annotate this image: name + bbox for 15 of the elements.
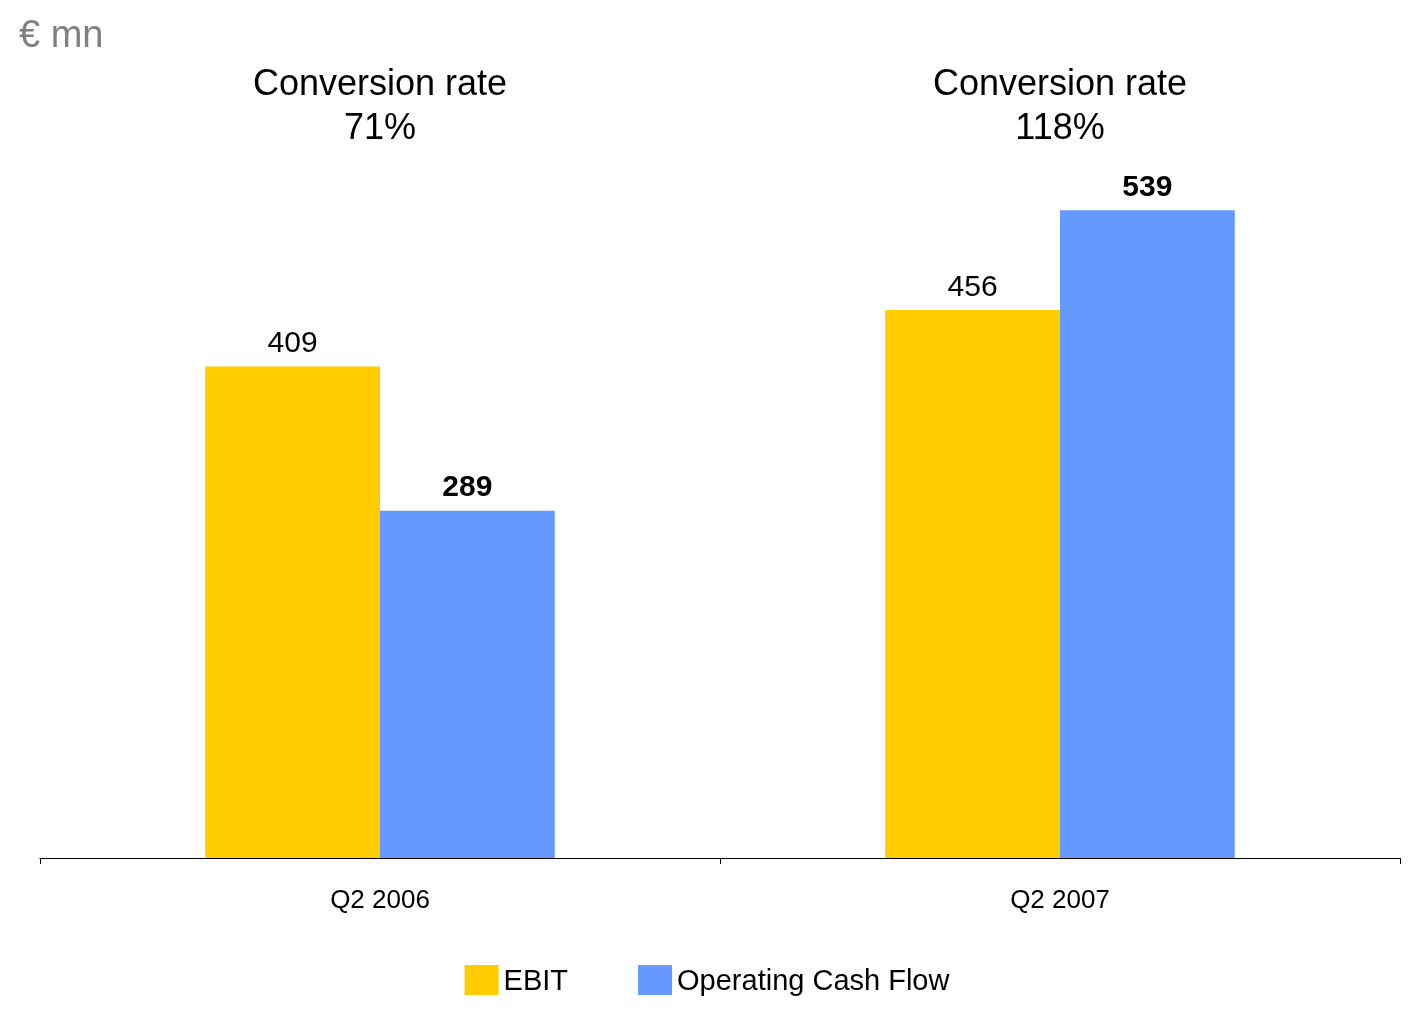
text: Conversion rate 118% <box>932 61 1188 147</box>
bar <box>885 310 1060 858</box>
legend-label: Operating Cash Flow <box>677 964 951 996</box>
data-label: 456 <box>947 268 998 302</box>
data-label: 409 <box>267 325 318 359</box>
y-axis-title: € mn <box>19 13 104 55</box>
x-tick-label: Q2 2006 <box>330 884 430 914</box>
bar <box>1060 210 1235 858</box>
text: Conversion rate 71% <box>252 61 508 147</box>
data-label: 539 <box>1122 168 1173 202</box>
bar <box>380 510 555 858</box>
data-label: 289 <box>442 469 493 503</box>
bar <box>205 366 380 858</box>
legend-label: EBIT <box>503 964 569 996</box>
x-tick-label: Q2 2007 <box>1010 884 1110 914</box>
